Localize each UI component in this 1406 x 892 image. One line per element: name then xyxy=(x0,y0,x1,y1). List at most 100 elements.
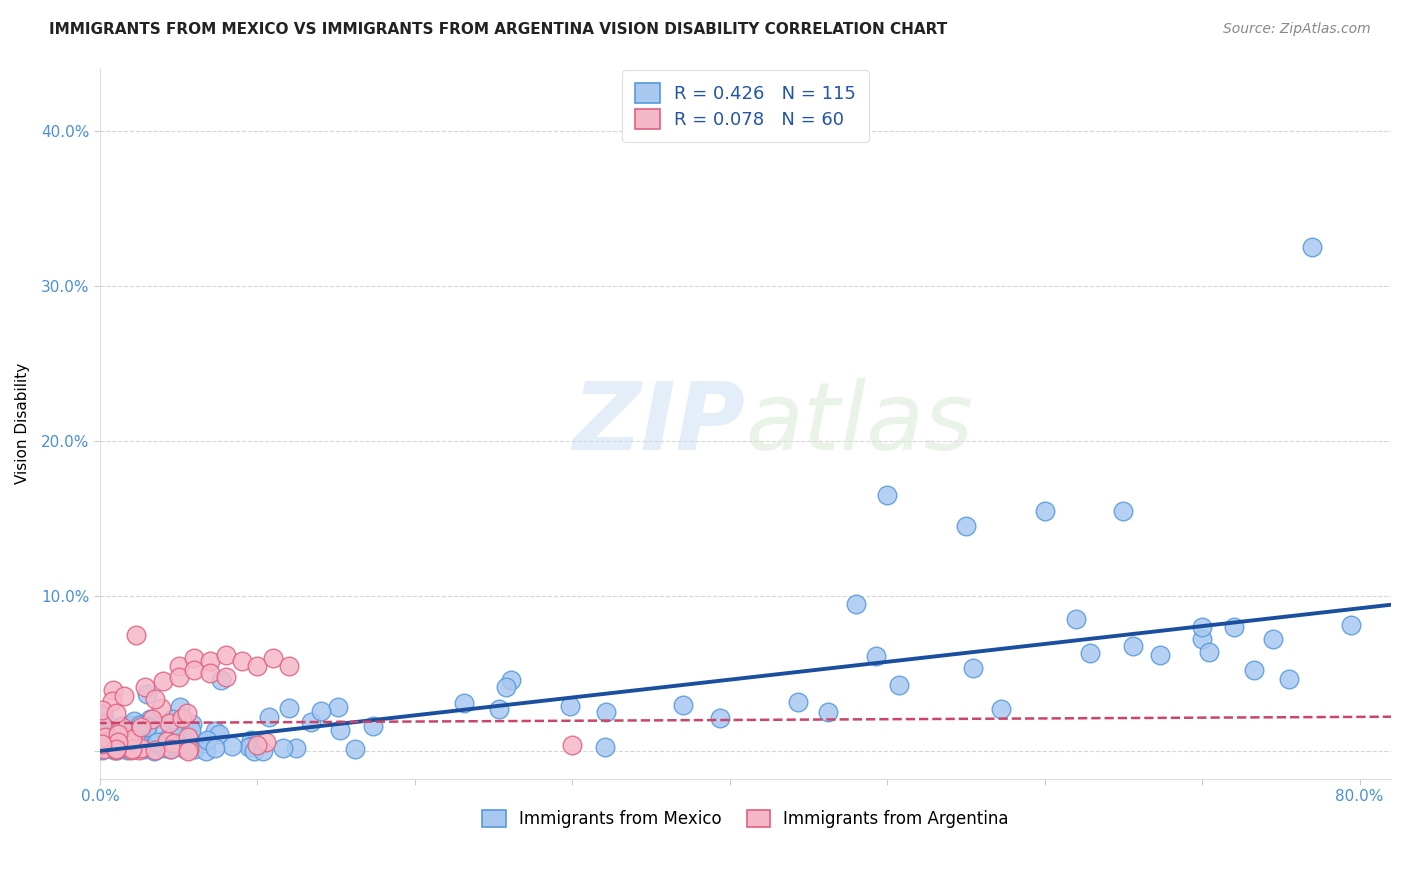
Point xyxy=(285,741,308,756)
Point xyxy=(593,740,616,755)
Point xyxy=(122,741,145,756)
Point xyxy=(672,698,695,713)
Point xyxy=(865,649,887,664)
Point xyxy=(200,666,222,681)
Point xyxy=(141,712,163,726)
Point xyxy=(1064,612,1087,626)
Point xyxy=(169,699,191,714)
Point xyxy=(96,740,118,755)
Point xyxy=(1149,648,1171,662)
Point xyxy=(125,628,148,642)
Point xyxy=(91,703,114,717)
Point xyxy=(278,658,301,673)
Point xyxy=(181,717,204,731)
Point xyxy=(105,724,128,739)
Point xyxy=(105,743,128,757)
Legend: Immigrants from Mexico, Immigrants from Argentina: Immigrants from Mexico, Immigrants from … xyxy=(475,803,1015,835)
Point xyxy=(177,730,200,744)
Point xyxy=(561,738,583,752)
Point xyxy=(121,732,143,747)
Point xyxy=(94,730,117,744)
Point xyxy=(143,743,166,757)
Point xyxy=(271,741,294,756)
Point xyxy=(1222,620,1244,634)
Point xyxy=(177,742,200,756)
Point xyxy=(121,741,143,756)
Point xyxy=(135,720,157,734)
Point xyxy=(110,735,132,749)
Point xyxy=(1301,240,1323,254)
Point xyxy=(246,658,269,673)
Point xyxy=(180,723,202,737)
Point xyxy=(145,735,167,749)
Point xyxy=(152,741,174,756)
Point xyxy=(326,700,349,714)
Point xyxy=(93,721,115,735)
Point xyxy=(172,710,194,724)
Point xyxy=(209,673,232,687)
Point xyxy=(990,701,1012,715)
Point xyxy=(453,696,475,710)
Point xyxy=(167,658,190,673)
Point xyxy=(1278,672,1301,686)
Point xyxy=(132,739,155,753)
Point xyxy=(125,739,148,753)
Point xyxy=(128,740,150,755)
Point xyxy=(257,710,280,724)
Point xyxy=(94,715,117,730)
Point xyxy=(299,714,322,729)
Point xyxy=(108,738,131,752)
Point xyxy=(170,734,193,748)
Point xyxy=(160,742,183,756)
Point xyxy=(183,664,205,678)
Point xyxy=(152,674,174,689)
Point xyxy=(132,741,155,756)
Point xyxy=(252,744,274,758)
Point xyxy=(110,719,132,733)
Point xyxy=(129,718,152,732)
Point xyxy=(104,739,127,754)
Point xyxy=(94,732,117,747)
Point xyxy=(595,705,617,719)
Point xyxy=(103,683,125,698)
Point xyxy=(709,711,731,725)
Point xyxy=(208,727,231,741)
Point xyxy=(1261,632,1284,647)
Point xyxy=(488,702,510,716)
Point xyxy=(112,689,135,703)
Point xyxy=(817,705,839,719)
Point xyxy=(156,731,179,746)
Point xyxy=(157,716,180,731)
Point xyxy=(156,734,179,748)
Point xyxy=(962,661,984,675)
Point xyxy=(955,519,977,533)
Point xyxy=(103,743,125,757)
Point xyxy=(117,730,139,744)
Text: atlas: atlas xyxy=(745,378,974,469)
Point xyxy=(176,724,198,739)
Point xyxy=(262,651,284,665)
Point xyxy=(104,734,127,748)
Point xyxy=(112,722,135,736)
Point xyxy=(167,669,190,683)
Point xyxy=(117,743,139,757)
Point xyxy=(143,692,166,706)
Point xyxy=(118,718,141,732)
Point xyxy=(177,744,200,758)
Point xyxy=(177,732,200,747)
Point xyxy=(246,738,269,752)
Point xyxy=(200,654,222,668)
Point xyxy=(1033,503,1056,517)
Point xyxy=(238,739,260,754)
Point xyxy=(215,669,238,683)
Point xyxy=(110,719,132,733)
Point xyxy=(101,727,124,741)
Point xyxy=(93,706,115,721)
Point xyxy=(1078,646,1101,660)
Point xyxy=(90,743,112,757)
Point xyxy=(120,743,142,757)
Point xyxy=(1340,618,1362,632)
Point xyxy=(344,742,367,756)
Point xyxy=(277,700,299,714)
Point xyxy=(122,742,145,756)
